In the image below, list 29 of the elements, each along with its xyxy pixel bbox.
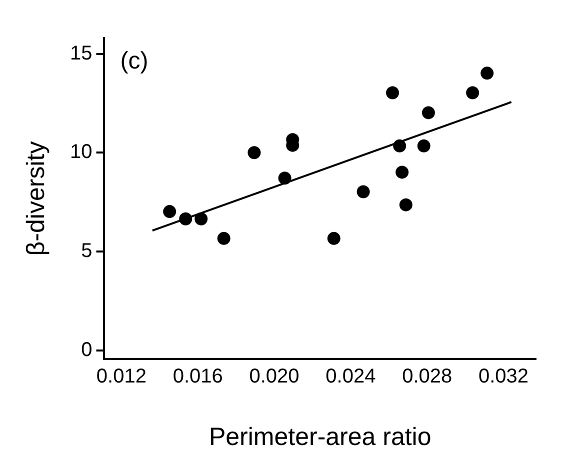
point: [393, 139, 406, 152]
y-tick-label: 10: [70, 141, 92, 164]
x-tick-label: 0.024: [326, 366, 376, 388]
x-tick-label: 0.016: [172, 366, 223, 388]
point: [248, 146, 261, 160]
point: [179, 212, 192, 226]
point: [278, 172, 292, 185]
point: [417, 139, 430, 152]
x-axis-title: Perimeter-area ratio: [208, 422, 432, 451]
point: [386, 86, 400, 100]
point: [466, 86, 480, 100]
y-tick-label: 0: [81, 338, 92, 361]
point: [194, 212, 208, 226]
y-tick-label: 15: [70, 42, 92, 64]
point: [163, 205, 176, 218]
point: [327, 232, 340, 245]
x-tick-label: 0.012: [96, 366, 146, 388]
point: [356, 185, 370, 198]
point: [399, 198, 412, 212]
x-tick-label: 0.028: [402, 366, 452, 388]
point: [217, 232, 230, 245]
x-tick-label: 0.032: [478, 366, 529, 388]
point: [422, 106, 435, 120]
x-tick-label: 0.020: [249, 366, 300, 388]
y-tick-label: 5: [81, 240, 92, 262]
point: [396, 166, 409, 179]
annotation: (c): [120, 48, 148, 75]
point: [480, 66, 494, 80]
y-axis-title: β-diversity: [22, 140, 50, 256]
